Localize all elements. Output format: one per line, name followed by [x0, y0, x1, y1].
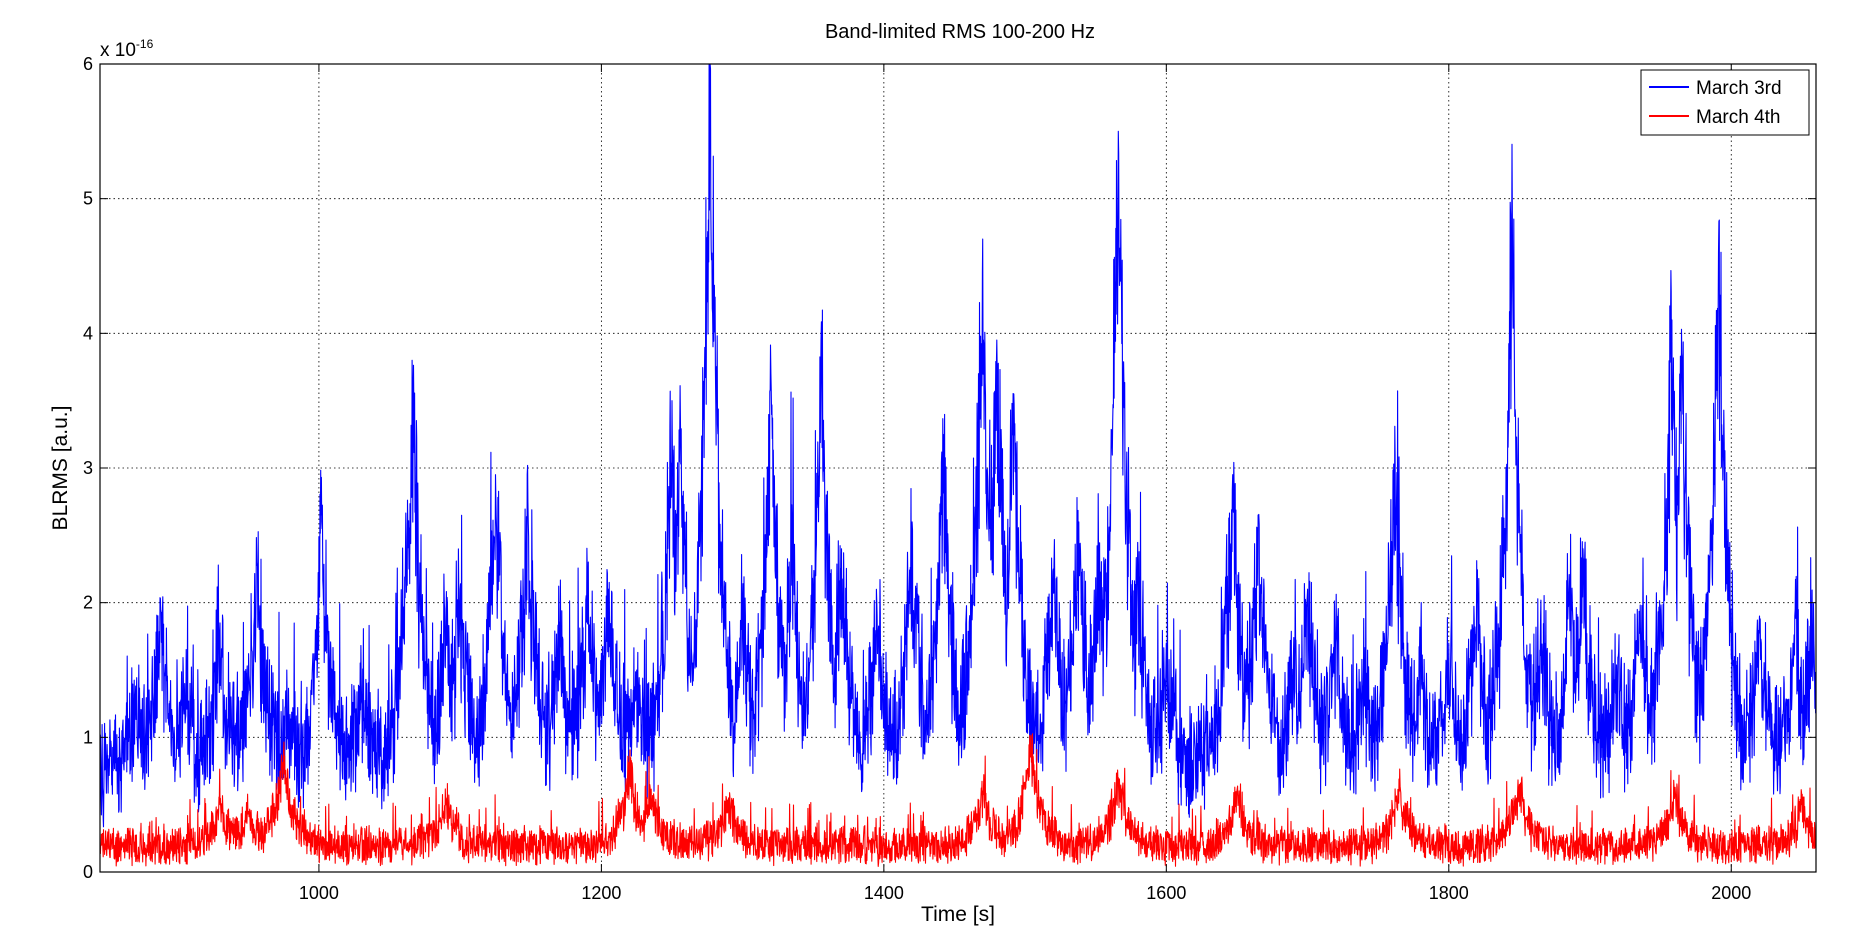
chart-title: Band-limited RMS 100-200 Hz	[825, 21, 1095, 43]
y-multiplier-exponent: -16	[136, 37, 154, 51]
y-tick-label: 2	[83, 593, 93, 613]
x-tick-label: 1000	[299, 883, 339, 903]
y-tick-label: 6	[83, 54, 93, 74]
y-tick-label: 3	[83, 458, 93, 478]
x-tick-label: 1400	[864, 883, 904, 903]
y-tick-label: 5	[83, 189, 93, 209]
x-tick-label: 1800	[1429, 883, 1469, 903]
x-axis-label: Time [s]	[921, 903, 995, 926]
legend-label-march-3rd: March 3rd	[1696, 78, 1782, 99]
y-tick-label: 0	[83, 862, 93, 882]
axis-ticks: 1000 1200 1400 1600 1800 2000 0 1 2 3 4 5 6	[83, 54, 1816, 903]
x-tick-label: 2000	[1711, 883, 1751, 903]
x-tick-label: 1200	[581, 883, 621, 903]
series-lines	[100, 64, 1816, 867]
y-multiplier-base: x 10	[100, 40, 136, 61]
legend-label-march-4th: March 4th	[1696, 107, 1780, 128]
legend: March 3rd March 4th	[1640, 69, 1810, 136]
y-tick-label: 1	[83, 727, 93, 747]
y-exponent-multiplier: x 10-16	[100, 37, 154, 61]
series-line-march-4th	[100, 733, 1816, 867]
legend-box	[1640, 69, 1810, 136]
series-line-march-3rd	[100, 64, 1816, 828]
x-tick-label: 1600	[1146, 883, 1186, 903]
y-axis-label: BLRMS [a.u.]	[49, 406, 72, 531]
y-tick-label: 4	[83, 323, 93, 343]
